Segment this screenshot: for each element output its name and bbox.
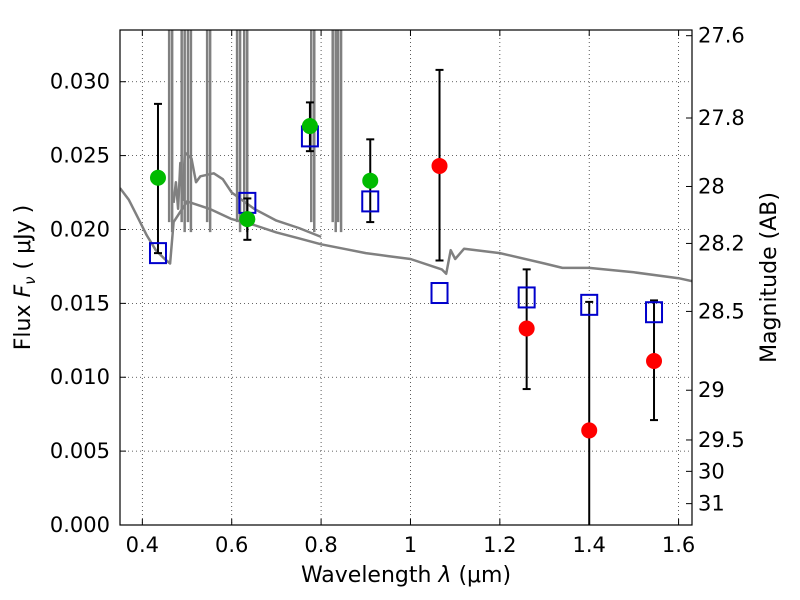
x-tick-label: 0.6 <box>215 533 248 557</box>
grid-lines <box>120 30 692 526</box>
y-axis-label: Flux Fν ( μJy ) <box>11 205 39 350</box>
y-axis-label-symbol: F <box>11 284 36 297</box>
x-axis-label-symbol: λ <box>437 563 458 588</box>
observed-flux-point-green <box>301 118 318 135</box>
x-tick-label: 0.8 <box>304 533 337 557</box>
observed-flux-point-green <box>239 211 256 228</box>
y-tick-label: 0.010 <box>50 365 110 389</box>
y2-tick-label: 29.5 <box>698 428 745 452</box>
y-axis-label-subscript: ν <box>21 276 39 284</box>
y2-tick-label: 30 <box>698 459 725 483</box>
y2-tick-label: 27.8 <box>698 106 745 130</box>
y-tick-label: 0.000 <box>50 513 110 537</box>
x-tick-label: 1.6 <box>662 533 695 557</box>
y2-tick-label: 28.2 <box>698 231 745 255</box>
y2-tick-label: 29 <box>698 378 725 402</box>
model-flux-box <box>645 301 664 324</box>
y2-tick-label: 28 <box>698 174 725 198</box>
y-tick-label: 0.030 <box>50 70 110 94</box>
y-axis-label-unit: ( μJy ) <box>11 205 36 277</box>
y-axis-ticks: 0.000 0.005 0.010 0.015 0.020 0.025 0.030 <box>50 70 126 537</box>
y2-axis-ticks: 27.6 27.8 28 28.2 28.5 29 29.5 30 31 <box>686 24 745 516</box>
observed-flux-point-green <box>362 172 379 189</box>
y-tick-label: 0.025 <box>50 144 110 168</box>
x-tick-label: 1.4 <box>573 533 606 557</box>
observed-flux-point-green <box>149 169 166 186</box>
y-tick-label: 0.005 <box>50 439 110 463</box>
x-axis-ticks: 0.4 0.6 0.8 1 1.2 1.4 1.6 <box>126 30 695 557</box>
model-flux-box <box>148 242 167 265</box>
y-tick-label: 0.015 <box>50 291 110 315</box>
x-axis-label-unit: (μm) <box>458 563 511 588</box>
observed-flux-point-red <box>581 422 598 439</box>
model-flux-box <box>517 286 536 309</box>
observed-points <box>149 118 663 439</box>
x-tick-label: 0.4 <box>126 533 159 557</box>
model-flux-boxes <box>148 125 664 324</box>
observed-flux-point-red <box>646 352 663 369</box>
plot-frame <box>119 29 693 526</box>
x-tick-label: 1 <box>404 533 417 557</box>
error-bars <box>153 68 659 525</box>
x-axis-label-text: Wavelength <box>301 563 439 588</box>
model-flux-box <box>361 190 380 213</box>
x-tick-label: 1.2 <box>483 533 516 557</box>
y-axis-label-text: Flux <box>11 297 36 350</box>
model-flux-box <box>430 282 449 305</box>
observed-flux-point-red <box>431 157 448 174</box>
x-axis-label: Wavelength λ (μm) <box>301 563 511 588</box>
observed-flux-point-red <box>518 320 535 337</box>
y2-tick-label: 27.6 <box>698 24 745 48</box>
sed-continuum-line <box>120 187 692 283</box>
sed-upper-envelope-line <box>172 151 322 239</box>
model-flux-box <box>580 293 599 316</box>
y2-axis-label: Magnitude (AB) <box>757 192 782 363</box>
y-tick-label: 0.020 <box>50 217 110 241</box>
sed-model-group <box>120 30 692 283</box>
y2-tick-label: 31 <box>698 492 725 516</box>
y2-tick-label: 28.5 <box>698 299 745 323</box>
